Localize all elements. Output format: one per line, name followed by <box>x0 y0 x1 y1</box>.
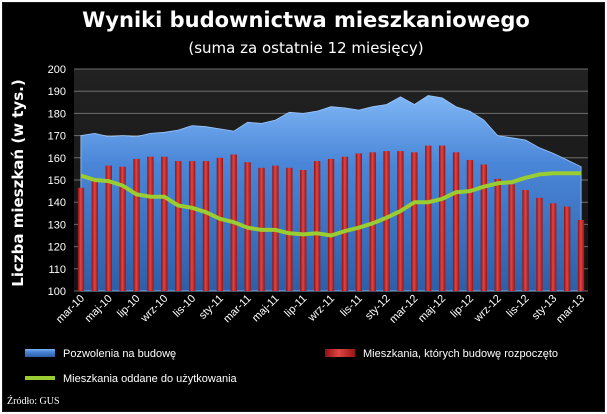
x-tick-label: lis-12 <box>505 293 532 320</box>
bar-wrz-12 <box>494 178 501 291</box>
bar-maj-10 <box>105 165 112 291</box>
y-tick-label: 150 <box>48 175 66 187</box>
x-tick-label: lis-10 <box>171 293 198 320</box>
line-series-oddane <box>80 171 582 238</box>
y-axis-label: Liczba mieszkań (w tys.) <box>9 79 27 286</box>
bar-lip-12 <box>466 160 474 291</box>
y-tick-label: 170 <box>48 131 66 143</box>
bar-lut-13 <box>564 206 571 291</box>
x-tick-label: maj-12 <box>416 293 448 325</box>
legend-swatch-pozwolenia <box>25 349 55 357</box>
bar-lut-12 <box>397 151 404 291</box>
bar-kwi-12 <box>425 145 432 291</box>
bar-wrz-10 <box>161 156 168 291</box>
chart: Wyniki budownictwa mieszkaniowego (suma … <box>7 8 588 407</box>
bar-paź-12 <box>508 184 515 291</box>
bar-sie-10 <box>147 156 154 291</box>
bar-gru-10 <box>202 161 210 291</box>
bar-sie-11 <box>314 161 321 291</box>
legend-label-pozwolenia: Pozwolenia na budowę <box>63 348 176 360</box>
legend-swatch-rozpoczete <box>325 349 355 357</box>
legend-label-oddane: Mieszkania oddane do użytkowania <box>63 373 238 385</box>
x-tick-label: wrz-11 <box>305 293 337 325</box>
bar-paź-10 <box>175 161 182 291</box>
y-tick-label: 160 <box>48 153 66 165</box>
x-tick-label: maj-11 <box>250 293 282 325</box>
x-tick-label: lis-11 <box>338 293 365 320</box>
x-tick-label: mar-13 <box>554 293 587 326</box>
bar-mar-13 <box>577 220 585 291</box>
bar-mar-10 <box>77 187 85 291</box>
bar-sty-11 <box>216 157 223 291</box>
bar-lis-12 <box>522 190 529 291</box>
bar-sty-13 <box>550 203 557 291</box>
bar-gru-12 <box>536 197 543 291</box>
bar-kwi-10 <box>91 180 98 291</box>
bar-sie-12 <box>480 164 487 291</box>
bar-cze-12 <box>452 152 460 292</box>
bar-wrz-11 <box>327 158 335 291</box>
x-tick-label: mar-11 <box>221 293 254 326</box>
source-note: Źródło: GUS <box>7 395 60 407</box>
y-tick-label: 120 <box>48 242 66 254</box>
x-tick-label: maj-10 <box>83 293 115 325</box>
y-tick-label: 190 <box>48 86 66 98</box>
bar-series-rozpoczete <box>77 145 585 292</box>
y-tick-label: 110 <box>48 264 66 276</box>
y-tick-label: 100 <box>48 286 66 298</box>
legend-label-rozpoczete: Mieszkania, których budowę rozpoczęto <box>363 348 558 360</box>
y-tick-label: 130 <box>48 219 66 231</box>
bar-cze-10 <box>119 166 126 291</box>
bar-sty-12 <box>383 151 390 291</box>
x-tick-label: wrz-10 <box>138 293 171 326</box>
bar-lip-10 <box>133 158 140 291</box>
bar-cze-11 <box>286 167 293 291</box>
bar-lip-11 <box>300 170 307 291</box>
bar-paź-11 <box>341 156 349 291</box>
chart-title: Wyniki budownictwa mieszkaniowego <box>82 8 530 32</box>
y-tick-label: 180 <box>48 108 66 120</box>
y-axis-ticks: 100 110 120 130 140 150 160 170 180 190 200 <box>48 64 66 298</box>
y-tick-label: 200 <box>48 64 66 76</box>
line-oddane <box>80 171 582 238</box>
x-tick-label: wrz-12 <box>471 293 504 326</box>
y-tick-label: 140 <box>48 197 66 209</box>
chart-subtitle: (suma za ostatnie 12 miesięcy) <box>188 39 423 57</box>
bar-maj-12 <box>439 145 446 291</box>
legend: Pozwolenia na budowę Mieszkania, których… <box>25 348 558 385</box>
bar-lis-11 <box>355 153 362 291</box>
bar-lis-10 <box>189 161 196 291</box>
bar-mar-12 <box>411 152 418 292</box>
x-tick-label: mar-12 <box>387 293 420 326</box>
